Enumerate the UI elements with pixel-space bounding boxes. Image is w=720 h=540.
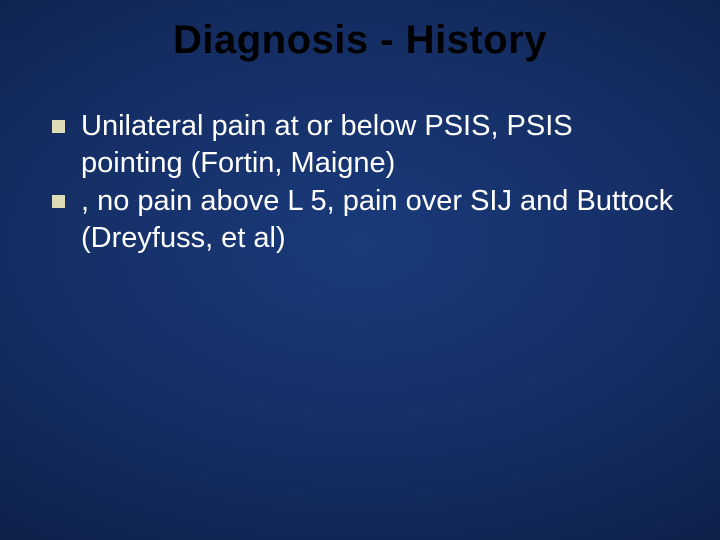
slide: Diagnosis - History Unilateral pain at o…	[0, 0, 720, 540]
bullet-text: , no pain above L 5, pain over SIJ and B…	[81, 183, 680, 256]
bullet-text: Unilateral pain at or below PSIS, PSIS p…	[81, 108, 680, 181]
slide-content: Unilateral pain at or below PSIS, PSIS p…	[52, 108, 680, 258]
slide-title: Diagnosis - History	[0, 18, 720, 63]
square-bullet-icon	[52, 195, 65, 208]
bullet-item: , no pain above L 5, pain over SIJ and B…	[52, 183, 680, 256]
bullet-item: Unilateral pain at or below PSIS, PSIS p…	[52, 108, 680, 181]
square-bullet-icon	[52, 120, 65, 133]
